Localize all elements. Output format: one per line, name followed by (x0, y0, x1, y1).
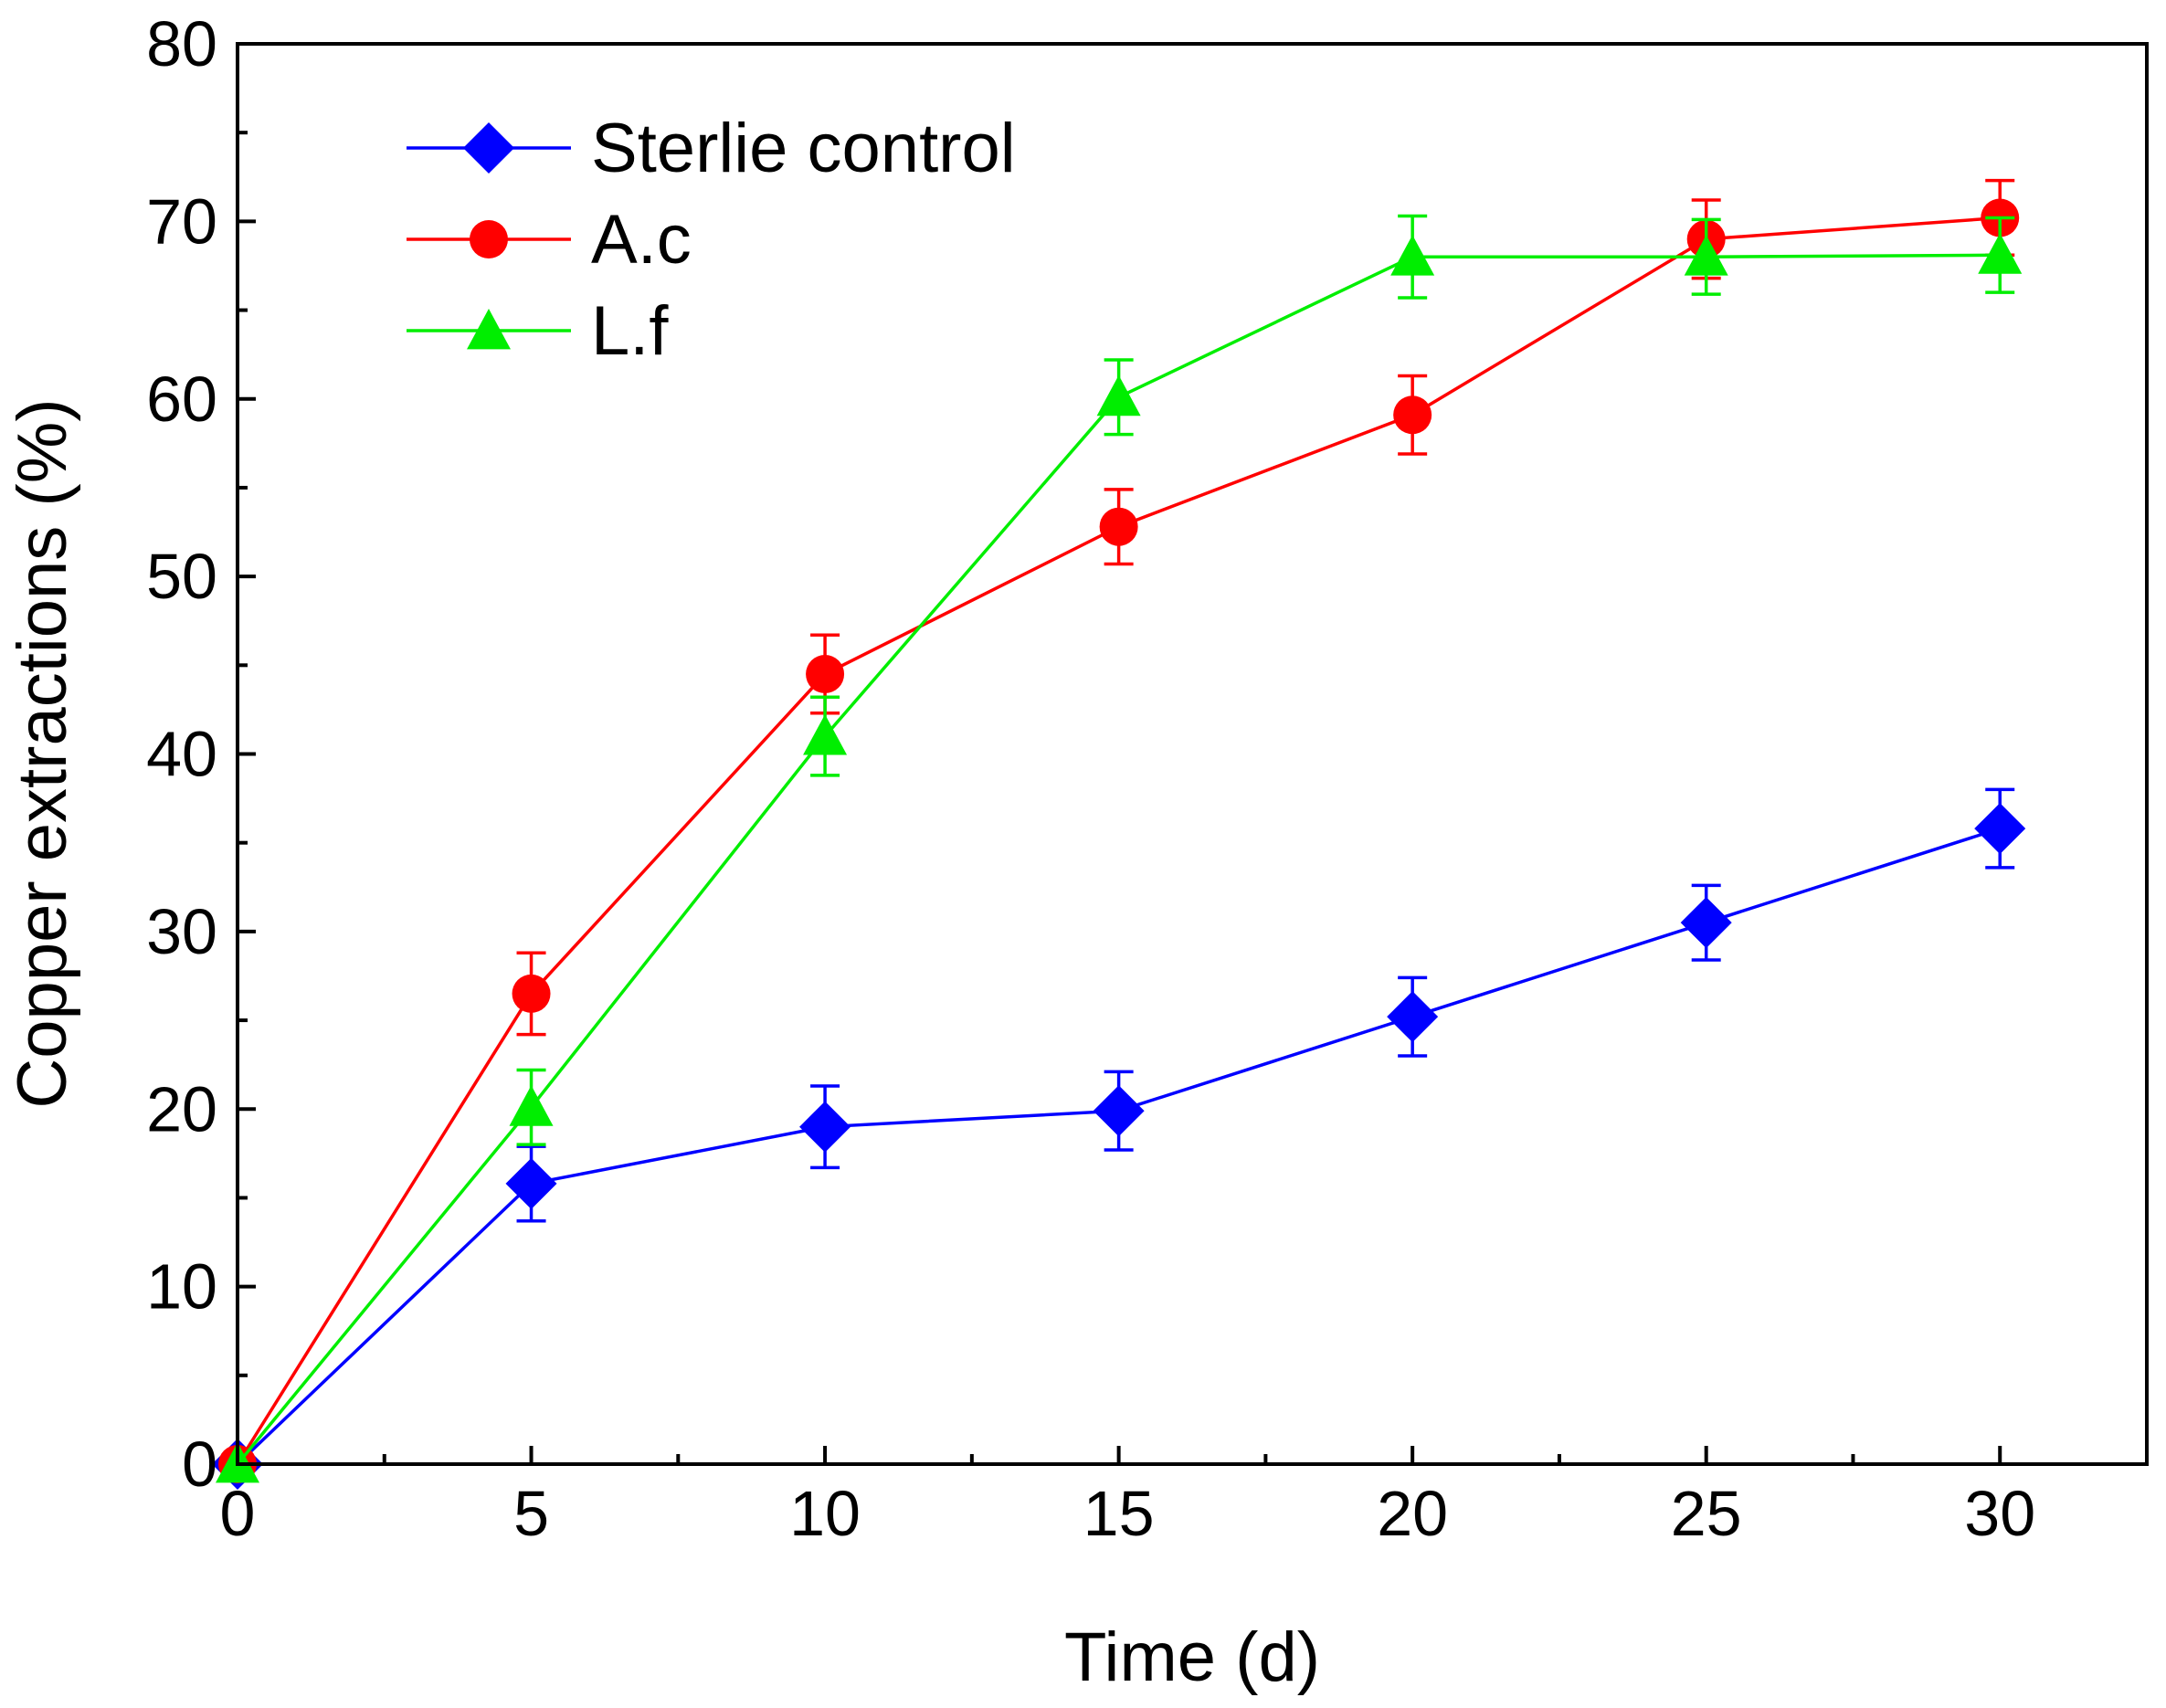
legend: Sterlie control A.c L.f (407, 110, 1016, 370)
data-point (1096, 374, 1141, 416)
legend-item-0: Sterlie control (407, 110, 1016, 187)
series-0 (212, 787, 2026, 1490)
legend-item-2: L.f (407, 292, 669, 370)
data-point (1680, 897, 1732, 949)
x-tick-label: 30 (1964, 1478, 2035, 1549)
legend-swatch-marker (470, 220, 508, 258)
x-tick-label: 15 (1083, 1478, 1155, 1549)
data-point (1099, 507, 1138, 546)
data-point (512, 974, 551, 1013)
x-tick-label: 0 (220, 1478, 256, 1549)
data-point (1390, 235, 1435, 276)
y-axis-title: Copper extractions (%) (4, 398, 81, 1108)
legend-item-1: A.c (407, 201, 692, 279)
y-tick-label: 50 (146, 541, 217, 612)
x-axis-title: Time (d) (1064, 1618, 1320, 1696)
series-line (236, 253, 2001, 1466)
x-tick-label: 25 (1671, 1478, 1742, 1549)
y-tick-label: 20 (146, 1073, 217, 1144)
y-tick-label: 10 (146, 1251, 217, 1323)
y-tick-label: 0 (182, 1429, 217, 1500)
data-point (1387, 991, 1439, 1043)
axes-layer: 0 5 10 15 20 25 30 0 10 20 30 40 50 60 70 80 (146, 8, 2149, 1549)
data-point (509, 1085, 554, 1126)
y-tick-label: 40 (146, 719, 217, 790)
data-point (1093, 1085, 1145, 1137)
legend-swatch-marker (467, 309, 511, 350)
legend-label: Sterlie control (591, 110, 1016, 187)
x-tick-label: 10 (789, 1478, 861, 1549)
y-tick-label: 70 (146, 185, 217, 257)
data-point (803, 714, 848, 755)
legend-swatch-marker (463, 122, 514, 174)
data-point (1978, 233, 2023, 274)
y-tick-label: 60 (146, 364, 217, 435)
x-tick-label: 20 (1377, 1478, 1448, 1549)
legend-label: L.f (591, 292, 669, 370)
series-2 (216, 214, 2023, 1483)
data-point (806, 655, 845, 694)
data-point (1393, 395, 1432, 435)
data-point (1684, 235, 1728, 276)
y-tick-label: 30 (146, 896, 217, 967)
y-tick-label: 80 (146, 8, 217, 79)
data-point (1974, 803, 2026, 855)
series-layer (212, 178, 2026, 1490)
legend-label: A.c (591, 201, 692, 279)
data-point (799, 1101, 851, 1153)
data-point (505, 1157, 557, 1209)
x-tick-label: 5 (513, 1478, 549, 1549)
